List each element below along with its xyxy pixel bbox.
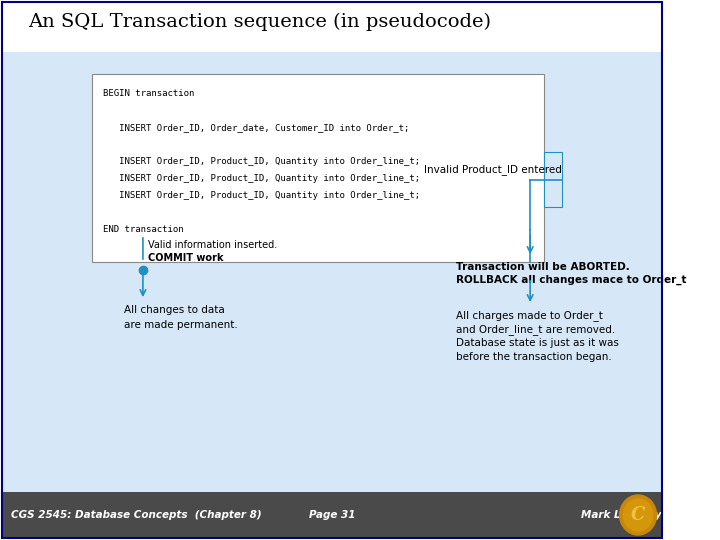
Text: An SQL Transaction sequence (in pseudocode): An SQL Transaction sequence (in pseudoco… bbox=[27, 13, 490, 31]
Text: All charges made to Order_t: All charges made to Order_t bbox=[456, 310, 603, 321]
Bar bbox=[2, 2, 662, 52]
Text: COMMIT work: COMMIT work bbox=[148, 253, 223, 263]
Text: END transaction: END transaction bbox=[103, 225, 184, 234]
Text: and Order_line_t are removed.: and Order_line_t are removed. bbox=[456, 324, 616, 335]
Bar bbox=[92, 74, 544, 262]
Bar bbox=[2, 492, 662, 538]
Circle shape bbox=[620, 495, 657, 535]
Circle shape bbox=[624, 499, 653, 531]
Text: before the transaction began.: before the transaction began. bbox=[456, 352, 612, 362]
Text: Mark Llewellyn: Mark Llewellyn bbox=[581, 510, 669, 520]
Text: CGS 2545: Database Concepts  (Chapter 8): CGS 2545: Database Concepts (Chapter 8) bbox=[11, 510, 261, 520]
Text: ROLLBACK all changes mace to Order_t: ROLLBACK all changes mace to Order_t bbox=[456, 275, 687, 285]
Text: INSERT Order_ID, Product_ID, Quantity into Order_line_t;: INSERT Order_ID, Product_ID, Quantity in… bbox=[103, 174, 420, 183]
Text: INSERT Order_ID, Order_date, Customer_ID into Order_t;: INSERT Order_ID, Order_date, Customer_ID… bbox=[103, 123, 410, 132]
Text: Database state is just as it was: Database state is just as it was bbox=[456, 338, 619, 348]
Text: Transaction will be ABORTED.: Transaction will be ABORTED. bbox=[456, 262, 630, 272]
Text: BEGIN transaction: BEGIN transaction bbox=[103, 89, 194, 98]
Text: INSERT Order_ID, Product_ID, Quantity into Order_line_t;: INSERT Order_ID, Product_ID, Quantity in… bbox=[103, 157, 420, 166]
Text: C: C bbox=[631, 506, 645, 524]
Text: Page 31: Page 31 bbox=[309, 510, 355, 520]
Text: are made permanent.: are made permanent. bbox=[125, 320, 238, 330]
Text: All changes to data: All changes to data bbox=[125, 305, 225, 315]
Text: Valid information inserted.: Valid information inserted. bbox=[148, 240, 276, 250]
Text: INSERT Order_ID, Product_ID, Quantity into Order_line_t;: INSERT Order_ID, Product_ID, Quantity in… bbox=[103, 191, 420, 200]
Bar bbox=[2, 52, 662, 492]
Text: Invalid Product_ID entered: Invalid Product_ID entered bbox=[424, 164, 562, 175]
Bar bbox=[544, 152, 562, 207]
